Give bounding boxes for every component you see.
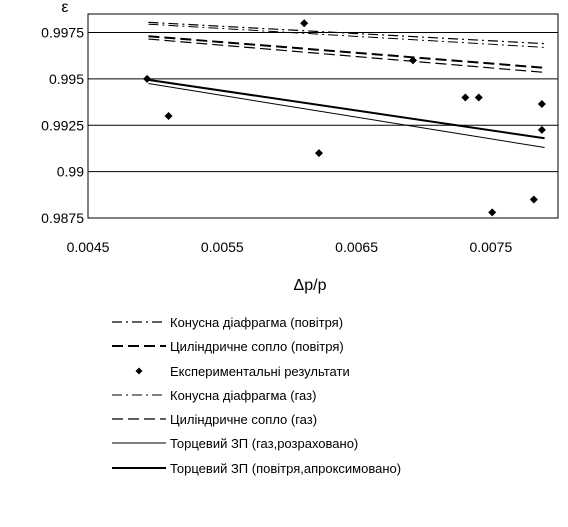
legend-label: Конусна діафрагма (газ)	[170, 387, 317, 403]
data-point	[474, 93, 483, 102]
legend-label: Конусна діафрагма (повітря)	[170, 315, 344, 330]
legend-swatch	[135, 367, 143, 375]
legend-swatch	[112, 394, 166, 396]
x-tick-label: 0.0045	[67, 239, 110, 255]
y-tick-label: 0.99	[57, 164, 84, 180]
data-point	[537, 125, 546, 134]
x-tick-label: 0.0065	[335, 239, 378, 255]
series-line	[148, 78, 545, 140]
legend-label: Циліндричне сопло (повітря)	[170, 339, 344, 355]
data-point	[408, 56, 417, 65]
series-layer	[143, 19, 546, 217]
x-tick-label: 0.0055	[201, 239, 244, 255]
chart: 0.9875 0.99 0.9925 0.995 0.9975 0.0045 0.0055…	[41, 0, 559, 294]
data-point	[314, 149, 323, 158]
legend-label: Циліндричне сопло (газ)	[170, 412, 318, 428]
y-tick-label: 0.9975	[41, 25, 84, 41]
x-axis-label: Δp/p	[294, 277, 327, 294]
legend-item: Циліндричне сопло (газ)	[110, 409, 550, 433]
series-line	[148, 83, 545, 149]
series-line	[148, 35, 545, 69]
y-tick-label: 0.9875	[41, 210, 84, 226]
x-axis-ticks: 0.0045 0.0055 0.0065 0.0075	[67, 239, 513, 255]
y-tick-label: 0.9925	[41, 117, 84, 133]
legend-item: Конусна діафрагма (газ)	[110, 385, 550, 409]
legend-swatch	[112, 321, 166, 323]
legend-item: Торцевий ЗП (газ,розраховано)	[110, 433, 550, 457]
y-tick-label: 0.995	[49, 71, 84, 87]
series-line	[148, 38, 545, 74]
legend-item: Торцевий ЗП (повітря,апроксимовано)	[110, 458, 550, 482]
x-tick-label: 0.0075	[469, 239, 512, 255]
legend-label: Експериментальні результати	[170, 363, 350, 379]
series-line	[148, 21, 545, 45]
plot-area-frame	[87, 13, 559, 219]
data-point	[488, 208, 497, 217]
y-axis-ticks: 0.9875 0.99 0.9925 0.995 0.9975	[41, 25, 84, 226]
legend-swatch	[112, 345, 166, 348]
legend-marker	[135, 367, 143, 375]
data-point	[143, 74, 152, 83]
data-point	[537, 99, 546, 108]
legend-item: Конусна діафрагма (повітря)	[110, 312, 550, 336]
legend: Конусна діафрагма (повітря) Циліндричне с…	[110, 312, 550, 482]
legend-label: Торцевий ЗП (повітря,апроксимовано)	[170, 460, 402, 476]
legend-swatch	[112, 466, 166, 469]
legend-item: Експериментальні результати	[110, 361, 550, 385]
data-point	[529, 195, 538, 204]
legend-label: Торцевий ЗП (газ,розраховано)	[170, 436, 359, 452]
legend-item: Циліндричне сопло (повітря)	[110, 336, 550, 360]
data-point	[300, 19, 309, 28]
legend-swatch	[112, 442, 166, 444]
data-point	[164, 112, 173, 120]
series-line	[148, 23, 545, 48]
data-point	[461, 93, 470, 102]
y-axis-label: ε	[61, 0, 68, 16]
grid-lines	[88, 32, 558, 219]
legend-swatch	[112, 418, 166, 420]
